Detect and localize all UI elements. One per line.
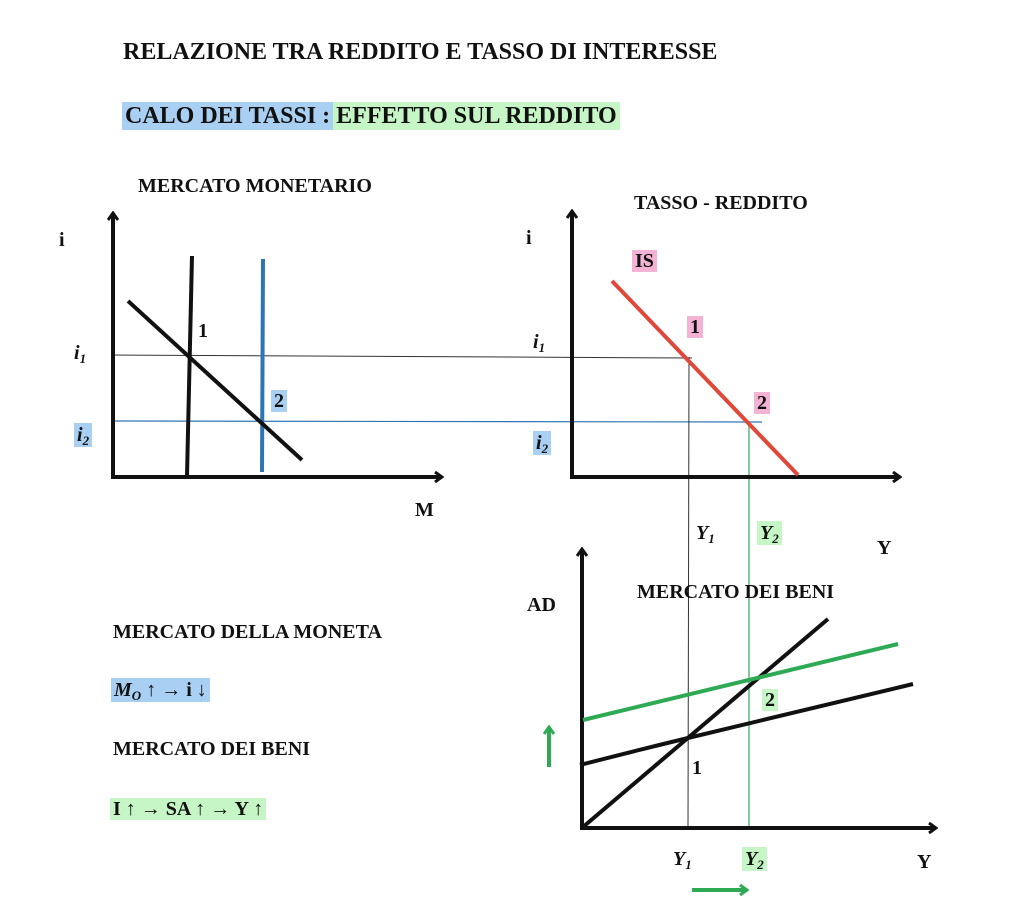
is-y2-label: Y2 [757, 521, 782, 545]
money-supply-line-2 [260, 258, 265, 473]
is-curve [610, 279, 800, 477]
money-market-title: MERCATO MONETARIO [138, 175, 372, 197]
money-point-2: 2 [271, 390, 287, 412]
money-formula: MO ↑ → i ↓ [111, 678, 210, 702]
goods-formula: I ↑ → SA ↑ → Y ↑ [110, 798, 267, 820]
money-i1-label: i1 [74, 342, 87, 366]
y1-guide-line [687, 356, 690, 829]
page-subtitle: CALO DEI TASSI : EFFETTO SUL REDDITO [122, 102, 620, 130]
goods-y2-label: Y2 [742, 847, 767, 871]
goods-y-label: AD [527, 594, 556, 616]
goods-point-2: 2 [762, 689, 778, 711]
is-chart-title: TASSO - REDDITO [634, 192, 808, 214]
goods-market-title: MERCATO DEI BENI [637, 581, 835, 603]
is-point-1: 1 [687, 316, 703, 338]
is-point-2: 2 [754, 392, 770, 414]
is-curve-label: IS [632, 250, 657, 272]
is-x-label: Y [877, 537, 892, 559]
45-degree-line [581, 617, 830, 829]
money-point-1: 1 [198, 320, 208, 342]
money-y-label: i [59, 229, 65, 251]
money-supply-line-1 [185, 255, 194, 477]
is-y-label: i [526, 227, 532, 249]
is-i1-label: i1 [533, 331, 546, 355]
money-demand-line [126, 299, 304, 462]
money-i2-label: i2 [74, 423, 93, 447]
ad-line-1 [579, 682, 914, 767]
subtitle-part2: EFFETTO SUL REDDITO [333, 102, 620, 130]
page-title: RELAZIONE TRA REDDITO E TASSO DI INTERES… [123, 39, 718, 65]
goods-y1-label: Y1 [673, 848, 692, 872]
is-i2-label: i2 [533, 431, 552, 455]
is-y1-label: Y1 [696, 522, 715, 546]
goods-heading: MERCATO DEI BENI [113, 738, 311, 760]
ad-line-2 [582, 642, 899, 722]
i1-guide-line [112, 354, 693, 359]
i2-guide-line [112, 420, 763, 423]
money-heading: MERCATO DELLA MONETA [113, 621, 382, 643]
goods-point-1: 1 [692, 757, 702, 779]
money-x-label: M [415, 499, 434, 521]
goods-x-label: Y [917, 851, 932, 873]
subtitle-part1: CALO DEI TASSI : [122, 102, 334, 130]
